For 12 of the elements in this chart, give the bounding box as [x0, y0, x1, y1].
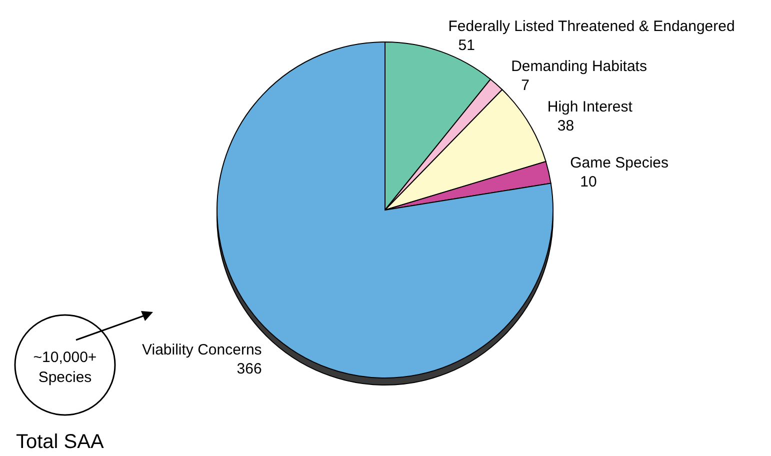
data-label: 10: [580, 173, 597, 190]
slice-label: High Interest: [547, 98, 634, 116]
data-label: 366: [236, 360, 262, 378]
text: ~10,000+ Species: [33, 349, 97, 386]
slice-label: Viability Concerns: [142, 342, 262, 359]
data-label: 38: [557, 117, 574, 134]
slice-label: Game Species: [570, 154, 669, 172]
text: Total SAA: [16, 431, 104, 453]
data-label: 7: [521, 76, 530, 94]
slice-label: Federally Listed Threatened & Endangered: [448, 18, 735, 35]
data-label: 51: [458, 36, 475, 54]
slice-label: Demanding Habitats: [511, 58, 647, 75]
